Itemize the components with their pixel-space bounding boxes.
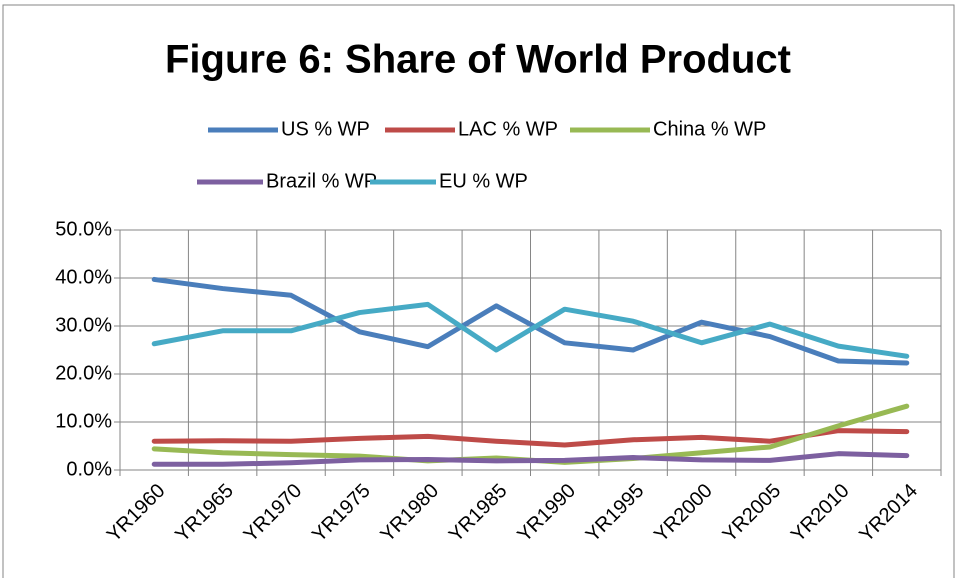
legend-label: LAC % WP (458, 118, 558, 140)
y-tick-label: 50.0% (55, 218, 112, 240)
series-line (151, 276, 910, 366)
legend-label: US % WP (281, 118, 370, 140)
chart-title: Figure 6: Share of World Product (165, 38, 791, 82)
y-tick-label: 40.0% (55, 266, 112, 288)
series-line (151, 451, 910, 467)
y-tick-label: 10.0% (55, 410, 112, 432)
legend-label: China % WP (653, 118, 766, 140)
legend-label: EU % WP (439, 170, 528, 192)
y-tick-label: 30.0% (55, 314, 112, 336)
y-tick-label: 0.0% (66, 458, 112, 480)
series-line (151, 301, 910, 359)
series-line (151, 428, 910, 448)
legend-label: Brazil % WP (266, 170, 377, 192)
chart-border (2, 4, 955, 578)
y-tick-label: 20.0% (55, 362, 112, 384)
